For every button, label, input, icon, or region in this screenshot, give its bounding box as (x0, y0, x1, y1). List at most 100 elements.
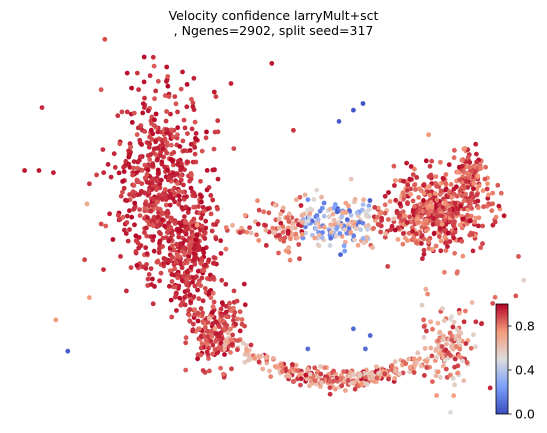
data-point (142, 105, 147, 110)
data-point (435, 320, 441, 326)
data-point (421, 198, 426, 203)
data-point (156, 250, 162, 256)
data-point (170, 158, 175, 164)
data-point (191, 321, 196, 327)
data-point (334, 375, 340, 381)
data-point (225, 330, 231, 336)
data-point (465, 155, 471, 160)
data-point (149, 180, 155, 186)
data-point (407, 214, 413, 220)
data-point (181, 260, 187, 266)
data-point (468, 345, 474, 351)
data-point (446, 230, 451, 236)
data-point (348, 230, 353, 235)
data-point (191, 257, 197, 263)
data-point (455, 370, 461, 376)
data-point (164, 64, 170, 70)
data-point (256, 238, 262, 243)
data-point (414, 175, 420, 180)
data-point (172, 266, 178, 272)
data-point (140, 264, 146, 270)
data-point (213, 339, 219, 344)
data-point (419, 241, 424, 246)
data-point (270, 225, 276, 231)
data-point (131, 193, 137, 199)
data-point (204, 129, 209, 135)
data-point (461, 378, 467, 384)
data-point (289, 225, 295, 231)
data-point (404, 160, 409, 166)
data-point (465, 212, 470, 218)
data-point (351, 380, 356, 385)
data-point (336, 119, 342, 124)
data-point (433, 243, 439, 249)
data-point (176, 193, 182, 199)
data-point (210, 167, 216, 173)
data-point (440, 354, 446, 360)
data-point (490, 201, 495, 207)
data-point (195, 247, 200, 253)
data-point (363, 213, 369, 219)
data-point (191, 75, 197, 81)
data-point (400, 190, 406, 196)
data-point (153, 88, 159, 94)
data-point (341, 369, 346, 374)
data-point (181, 182, 186, 188)
data-point (438, 159, 443, 165)
data-point (401, 178, 406, 184)
data-point (361, 240, 367, 246)
data-point (164, 229, 170, 235)
data-point (430, 222, 436, 227)
data-point (318, 371, 324, 377)
data-point (116, 170, 122, 176)
data-point (150, 203, 156, 208)
data-point (459, 193, 465, 199)
data-point (255, 221, 261, 227)
data-point (120, 214, 126, 220)
colorbar: 0.0 0.4 0.8 (495, 303, 535, 422)
data-point (436, 234, 442, 240)
data-point (442, 269, 447, 275)
data-point (263, 227, 269, 233)
data-point (457, 330, 462, 336)
data-point (213, 236, 219, 242)
data-point (481, 204, 486, 210)
data-point (339, 383, 345, 389)
data-point (146, 203, 152, 209)
data-point (135, 240, 141, 246)
data-point (338, 223, 344, 228)
data-point (222, 352, 227, 357)
data-point (472, 219, 478, 225)
data-point (135, 165, 141, 171)
data-point (156, 171, 161, 177)
data-point (200, 268, 205, 273)
data-point (276, 250, 281, 256)
data-point (142, 95, 147, 101)
data-point (460, 358, 465, 364)
data-point (327, 206, 333, 212)
data-point (269, 61, 275, 66)
data-point (429, 158, 435, 164)
data-point (152, 96, 157, 102)
data-point (164, 127, 170, 132)
data-point (389, 223, 395, 229)
data-point (142, 175, 148, 181)
data-point (367, 333, 373, 338)
data-point (22, 168, 27, 173)
data-point (338, 252, 343, 257)
data-point (410, 209, 416, 214)
data-point (420, 256, 425, 262)
data-point (126, 208, 132, 214)
data-point (181, 148, 187, 154)
data-point (211, 146, 217, 152)
data-point (394, 208, 400, 214)
data-point (438, 375, 443, 380)
data-point (227, 300, 232, 306)
data-point (333, 233, 339, 239)
data-point (195, 318, 201, 324)
data-point (188, 185, 194, 191)
data-point (195, 268, 201, 274)
data-point (187, 235, 192, 241)
data-point (322, 365, 327, 371)
data-point (151, 123, 157, 128)
